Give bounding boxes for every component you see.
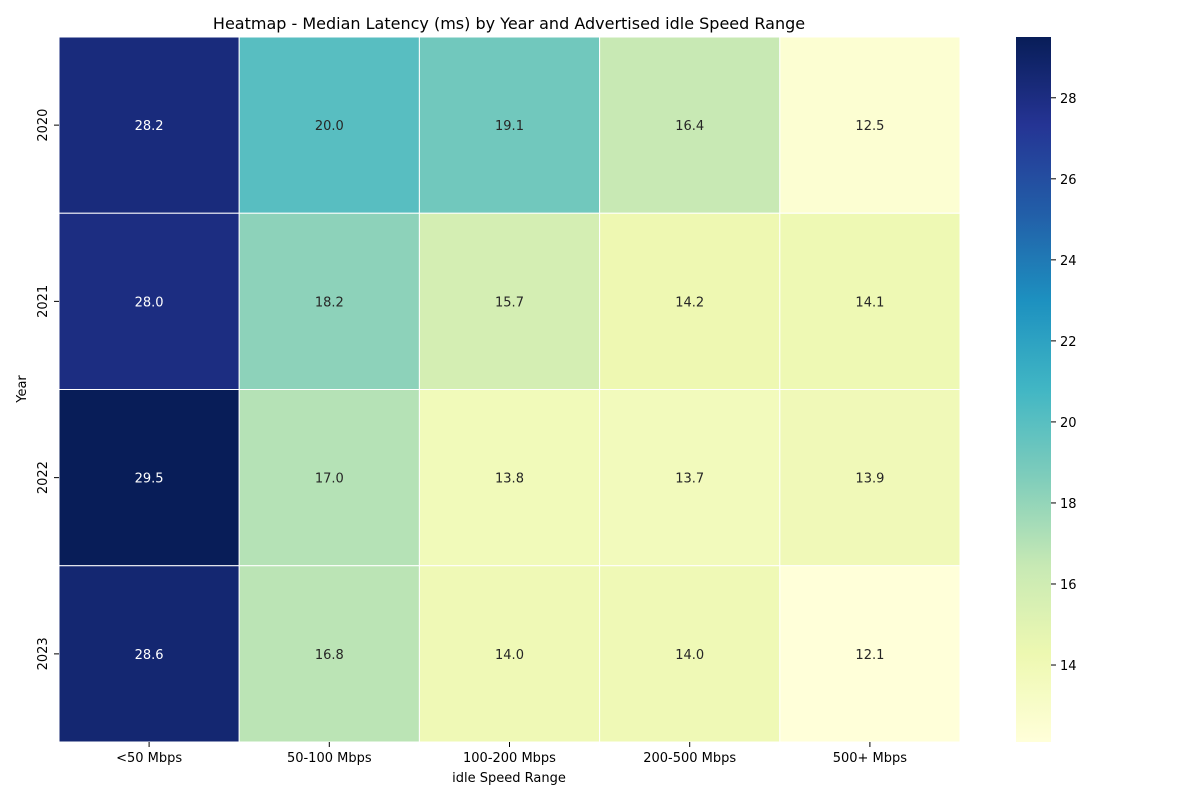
heatmap-cell: [779, 565, 961, 743]
x-tick-label: 500+ Mbps: [833, 751, 908, 766]
colorbar-tick-label: 18: [1060, 497, 1077, 512]
x-tick-label: <50 Mbps: [116, 751, 182, 766]
chart-title: Heatmap - Median Latency (ms) by Year an…: [213, 14, 805, 33]
heatmap-cell: [599, 565, 781, 743]
cell-value-label: 28.2: [135, 119, 164, 134]
cell-value-label: 13.8: [495, 472, 524, 487]
heatmap-cell: [238, 389, 420, 567]
colorbar-tick-label: 26: [1060, 173, 1077, 188]
heatmap-cell: [779, 36, 961, 214]
cell-value-label: 20.0: [315, 119, 344, 134]
y-axis-label: Year: [15, 375, 30, 404]
heatmap-cell: [58, 212, 240, 390]
heatmap-cell: [599, 36, 781, 214]
y-tick-label: 2023: [36, 637, 51, 670]
colorbar-tick-label: 20: [1060, 416, 1077, 431]
cell-value-label: 13.7: [675, 472, 704, 487]
heatmap-cell: [58, 36, 240, 214]
cell-value-label: 12.1: [855, 648, 884, 663]
heatmap-cell: [238, 36, 420, 214]
cell-value-label: 28.6: [135, 648, 164, 663]
y-tick-label: 2020: [36, 109, 51, 142]
heatmap-cell: [238, 565, 420, 743]
y-axis-ticks: 2020 2021 2022 2023: [36, 109, 59, 670]
x-tick-label: 50-100 Mbps: [287, 751, 372, 766]
cell-value-label: 28.0: [135, 295, 164, 310]
heatmap-cell: [418, 36, 601, 214]
heatmap-cell: [779, 212, 961, 390]
heatmap-cell: [238, 212, 420, 390]
colorbar-tick-label: 14: [1060, 659, 1077, 674]
cell-value-label: 14.0: [495, 648, 524, 663]
cell-value-label: 17.0: [315, 472, 344, 487]
colorbar-tick-label: 24: [1060, 254, 1077, 269]
colorbar-tick-label: 28: [1060, 92, 1077, 107]
cell-value-label: 12.5: [855, 119, 884, 134]
cell-value-label: 16.4: [675, 119, 704, 134]
heatmap-cell: [599, 389, 781, 567]
x-axis-ticks: <50 Mbps 50-100 Mbps 100-200 Mbps 200-500 M…: [116, 742, 907, 766]
cell-value-label: 29.5: [135, 472, 164, 487]
heatmap-cell: [418, 389, 601, 567]
x-tick-label: 100-200 Mbps: [463, 751, 556, 766]
heatmap-cell: [418, 565, 601, 743]
cell-value-label: 18.2: [315, 295, 344, 310]
cell-value-label: 13.9: [855, 472, 884, 487]
heatmap-cell: [418, 212, 601, 390]
colorbar-tick-label: 16: [1060, 578, 1077, 593]
heatmap-cell: [779, 389, 961, 567]
y-tick-label: 2022: [36, 461, 51, 494]
x-tick-label: 200-500 Mbps: [643, 751, 736, 766]
colorbar: 14 16 18 20 22 24 26 28: [1016, 37, 1077, 742]
cell-value-label: 16.8: [315, 648, 344, 663]
colorbar-tick-label: 22: [1060, 335, 1077, 350]
cell-value-label: 19.1: [495, 119, 524, 134]
cell-value-label: 15.7: [495, 295, 524, 310]
heatmap-cells: 28.2 20.0 19.1 16.4 12.5 28.0 18.2 15.7 14.2 14.1…: [58, 36, 961, 743]
cell-value-label: 14.1: [855, 295, 884, 310]
colorbar-gradient: [1016, 37, 1051, 742]
x-axis-label: idle Speed Range: [452, 771, 566, 786]
cell-value-label: 14.0: [675, 648, 704, 663]
y-tick-label: 2021: [36, 285, 51, 318]
cell-value-label: 14.2: [675, 295, 704, 310]
